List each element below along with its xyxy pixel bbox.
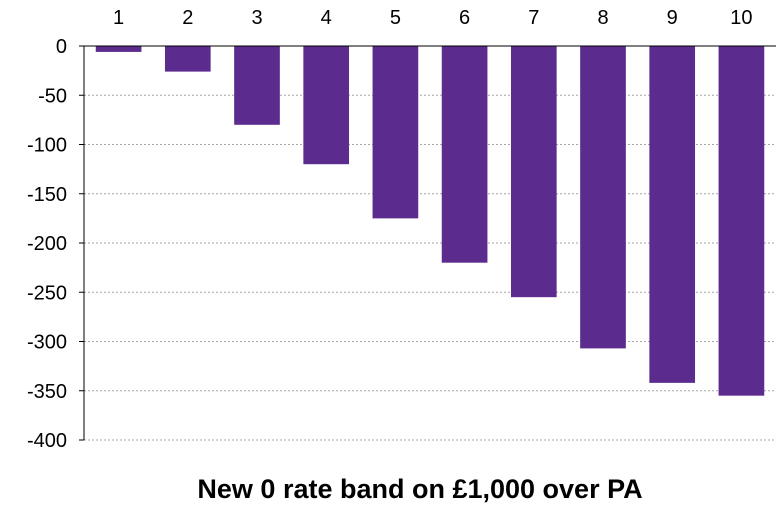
x-tick-label: 7 (528, 7, 539, 29)
y-tick-label: -350 (27, 381, 67, 403)
bar (718, 46, 765, 396)
x-tick-label: 6 (459, 7, 470, 29)
x-tick-label: 1 (113, 7, 124, 29)
bar (95, 46, 142, 52)
x-tick-labels: 1 2 3 4 5 6 7 8 9 10 (113, 7, 752, 29)
bar (234, 46, 280, 125)
y-tick-label: 0 (56, 36, 67, 58)
axes (79, 45, 776, 441)
y-tick-label: -100 (27, 135, 67, 157)
y-tick-labels: 0 -50 -100 -150 -200 -250 -300 -350 -400 (27, 36, 67, 452)
y-tick-label: -250 (27, 282, 67, 304)
bar (372, 46, 419, 219)
y-tick-label: -300 (27, 332, 67, 354)
x-tick-label: 5 (390, 7, 401, 29)
y-tick-label: -400 (27, 430, 67, 452)
bar (441, 46, 488, 263)
x-tick-label: 2 (182, 7, 193, 29)
x-tick-label: 8 (597, 7, 608, 29)
bar (303, 46, 350, 165)
x-tick-label: 3 (251, 7, 262, 29)
y-tick-label: -50 (38, 85, 67, 107)
bar (580, 46, 626, 349)
bar (510, 46, 557, 298)
x-tick-label: 10 (730, 7, 752, 29)
bar (164, 46, 211, 72)
x-tick-label: 9 (667, 7, 678, 29)
bar (649, 46, 696, 383)
y-tick-label: -150 (27, 184, 67, 206)
x-tick-label: 4 (321, 7, 332, 29)
bars (95, 46, 765, 396)
chart-title: New 0 rate band on £1,000 over PA (197, 474, 642, 504)
y-tick-label: -200 (27, 233, 67, 255)
